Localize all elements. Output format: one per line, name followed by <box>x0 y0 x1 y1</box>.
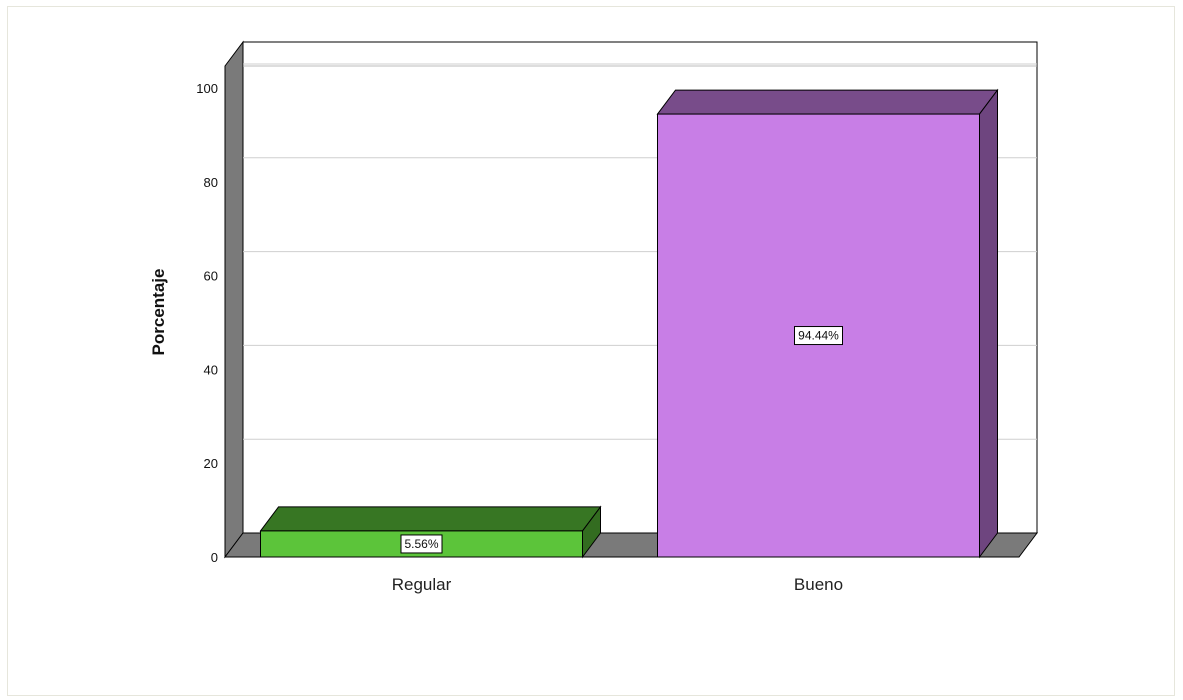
data-label: 5.56% <box>404 537 438 551</box>
bar-side-face <box>979 88 998 559</box>
y-tick-label: 20 <box>204 456 218 471</box>
x-category-label: Regular <box>392 575 452 594</box>
data-label-box <box>794 326 843 346</box>
y-tick-label: 80 <box>204 175 218 190</box>
y-tick-label: 40 <box>204 362 218 377</box>
bar-top-face <box>656 89 999 115</box>
plot-side-wall <box>224 40 244 559</box>
x-category-label: Bueno <box>794 575 843 594</box>
data-label: 94.44% <box>798 329 839 343</box>
y-tick-label: 100 <box>196 81 218 96</box>
y-axis-label: Porcentaje <box>149 269 168 356</box>
bar-top-face <box>259 506 602 532</box>
y-tick-label: 60 <box>204 269 218 284</box>
y-tick-label: 0 <box>211 550 218 565</box>
data-label-box <box>400 534 443 554</box>
